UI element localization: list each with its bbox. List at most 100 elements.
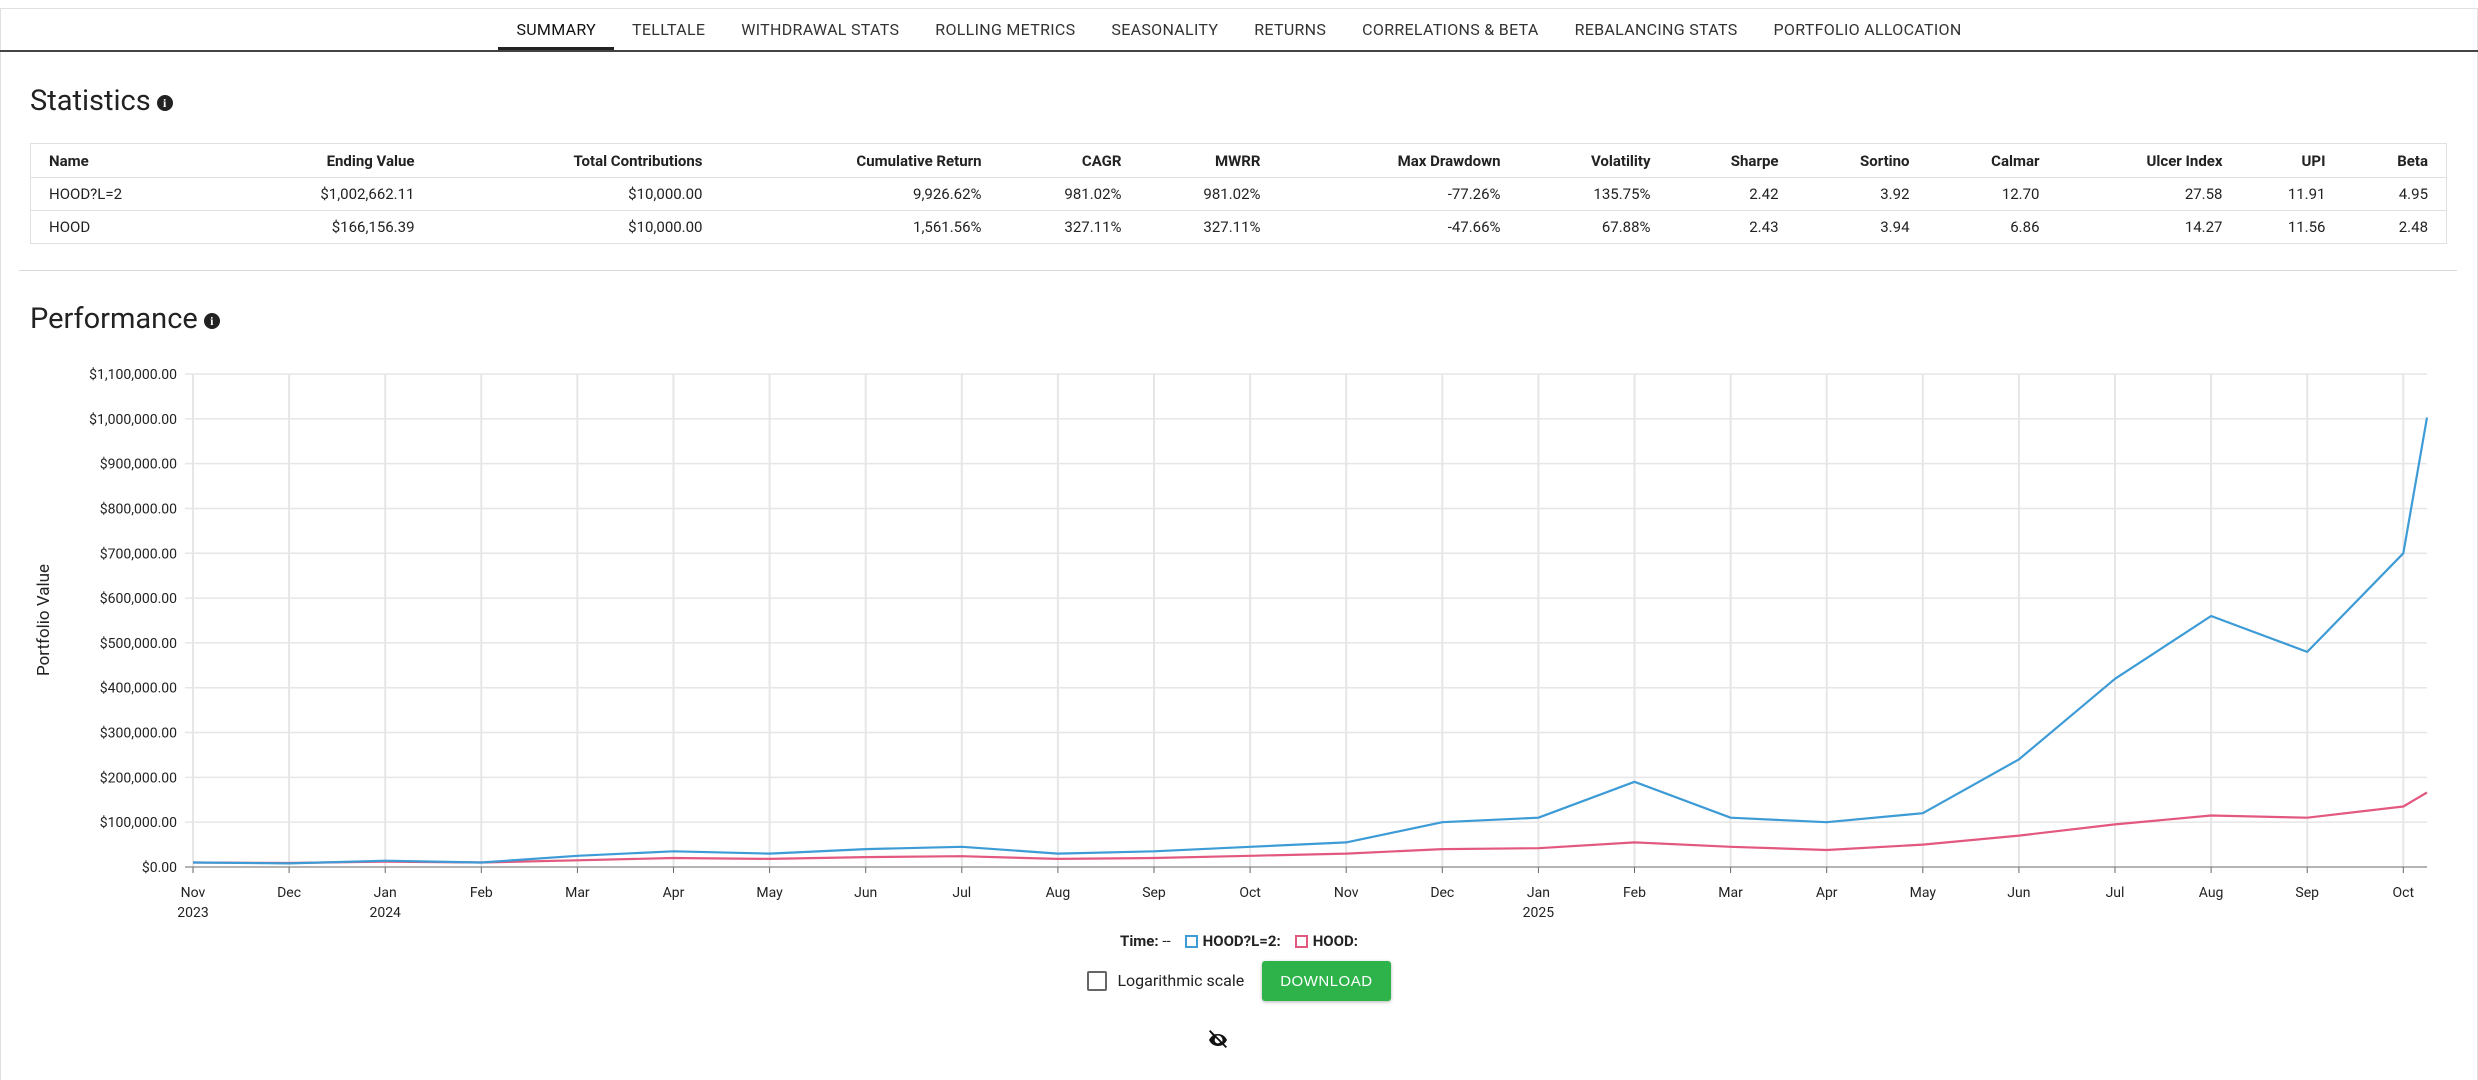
y-tick-label: $1,000,000.00: [89, 411, 177, 428]
series-line: [192, 791, 2428, 865]
column-header: Volatility: [1518, 143, 1669, 178]
x-tick-label: Jun: [2007, 885, 2030, 901]
x-tick-label: Aug: [2199, 885, 2224, 901]
y-tick-label: $900,000.00: [100, 456, 177, 473]
x-tick-label: Sep: [1142, 885, 1166, 901]
table-cell: 4.95: [2343, 177, 2447, 211]
tab[interactable]: SUMMARY: [498, 8, 615, 50]
x-tick-label: Nov 2023: [177, 885, 208, 921]
x-tick-label: Oct: [2393, 885, 2415, 901]
x-tick-label: May: [756, 885, 783, 901]
table-cell: 3.94: [1796, 210, 1928, 244]
x-tick-label: May: [1910, 885, 1937, 901]
x-tick-label: Jan 2024: [369, 885, 401, 921]
hover-time: Time: --: [1120, 932, 1171, 950]
tab[interactable]: REBALANCING STATS: [1574, 20, 1738, 39]
column-header: Max Drawdown: [1278, 143, 1519, 178]
tab[interactable]: TELLTALE: [632, 20, 706, 39]
legend-item[interactable]: HOOD?L=2:: [1184, 932, 1281, 950]
column-header: UPI: [2240, 143, 2344, 178]
chart: Portfolio Value $0.00 $100,000.00 $200,000…: [34, 366, 2429, 921]
table-cell: 27.58: [2057, 177, 2241, 211]
x-tick-label: Jul: [2106, 885, 2125, 901]
x-tick-label: Mar: [1718, 885, 1743, 901]
log-label: Logarithmic scale: [1117, 971, 1245, 990]
column-header: Sharpe: [1668, 143, 1797, 178]
info-icon[interactable]: i: [203, 313, 220, 329]
tab[interactable]: ROLLING METRICS: [935, 20, 1076, 39]
legend-label: HOOD:: [1312, 932, 1358, 950]
section-title: Statistics i: [30, 84, 173, 118]
table-cell: 2.43: [1668, 210, 1797, 244]
tab[interactable]: RETURNS: [1254, 20, 1327, 39]
column-header: Sortino: [1796, 143, 1928, 178]
download-button[interactable]: DOWNLOAD: [1262, 961, 1391, 1001]
table-cell: $1,002,662.11: [190, 177, 433, 211]
table-cell: 2.48: [2343, 210, 2447, 244]
y-tick-label: $300,000.00: [100, 725, 177, 742]
table-cell: 6.86: [1927, 210, 2058, 244]
x-tick-label: Jul: [952, 885, 971, 901]
table-row: HOOD?L=2 $1,002,662.11 $10,000.00 9,926.62%…: [30, 177, 2447, 211]
statistics-table: Name Ending Value Total Contributions Cumul…: [30, 143, 2447, 244]
table-cell: 981.02%: [1139, 177, 1279, 211]
checkbox[interactable]: [1087, 971, 1108, 991]
table-cell: HOOD?L=2: [30, 177, 191, 211]
table-cell: 327.11%: [999, 210, 1140, 244]
y-tick-label: $600,000.00: [100, 590, 177, 607]
x-tick-label: Apr: [1816, 885, 1838, 901]
table-cell: $10,000.00: [432, 210, 721, 244]
table-cell: 11.91: [2240, 177, 2344, 211]
table-cell: -47.66%: [1278, 210, 1519, 244]
table-cell: 135.75%: [1518, 177, 1669, 211]
table-cell: $10,000.00: [432, 177, 721, 211]
legend-swatch: [1184, 935, 1198, 948]
x-tick-label: Feb: [1623, 885, 1646, 901]
performance-title: Performance: [30, 302, 198, 336]
visibility-toggle[interactable]: [1204, 1028, 1232, 1052]
y-axis-label: Portfolio Value: [34, 564, 54, 676]
tab[interactable]: PORTFOLIO ALLOCATION: [1773, 20, 1962, 39]
statistics-title: Statistics: [30, 84, 151, 118]
y-tick-label: $200,000.00: [100, 769, 177, 786]
y-tick-label: $100,000.00: [100, 814, 177, 831]
column-header: Name: [30, 143, 191, 178]
column-header: MWRR: [1139, 143, 1279, 178]
table-cell: 11.56: [2240, 210, 2344, 244]
y-tick-label: $500,000.00: [100, 635, 177, 652]
column-header: Ending Value: [190, 143, 433, 178]
table-cell: 67.88%: [1518, 210, 1669, 244]
x-tick-label: Mar: [565, 885, 590, 901]
table-cell: -77.26%: [1278, 177, 1519, 211]
log-toggle[interactable]: Logarithmic scale: [1087, 971, 1244, 991]
legend-item[interactable]: HOOD:: [1294, 932, 1358, 950]
tab-bar: SUMMARY TELLTALE WITHDRAWAL STATS ROLLING M…: [0, 8, 2478, 52]
x-tick-label: Sep: [2295, 885, 2319, 901]
header-row: Name Ending Value Total Contributions Cumul…: [30, 143, 2447, 178]
table-cell: HOOD: [30, 210, 191, 244]
hover-value: --: [1162, 932, 1171, 950]
y-tick-label: $1,100,000.00: [89, 366, 177, 383]
x-tick-label: Jun: [854, 885, 877, 901]
table-row: HOOD $166,156.39 $10,000.00 1,561.56% 327.11…: [30, 210, 2447, 244]
table-body: HOOD?L=2 $1,002,662.11 $10,000.00 9,926.62%…: [30, 177, 2447, 244]
tab[interactable]: SEASONALITY: [1111, 20, 1219, 39]
legend-swatch: [1294, 935, 1308, 948]
column-header: CAGR: [999, 143, 1140, 178]
x-tick-label: Aug: [1046, 885, 1071, 901]
legend: Time: -- HOOD?L=2: HOOD:: [0, 932, 2478, 950]
legend-label: HOOD?L=2:: [1202, 932, 1281, 950]
info-icon[interactable]: i: [156, 95, 173, 111]
table-cell: $166,156.39: [190, 210, 433, 244]
series-line: [192, 417, 2429, 865]
x-tick-label: Nov: [1334, 885, 1359, 901]
table-cell: 3.92: [1796, 177, 1928, 211]
table-cell: 327.11%: [1139, 210, 1279, 244]
x-tick-label: Dec: [277, 885, 301, 901]
controls: Logarithmic scale DOWNLOAD: [0, 961, 2478, 1001]
tab[interactable]: CORRELATIONS & BETA: [1362, 20, 1539, 39]
table-cell: 9,926.62%: [720, 177, 1000, 211]
tab[interactable]: WITHDRAWAL STATS: [741, 20, 900, 39]
y-tick-label: $0.00: [142, 859, 177, 876]
